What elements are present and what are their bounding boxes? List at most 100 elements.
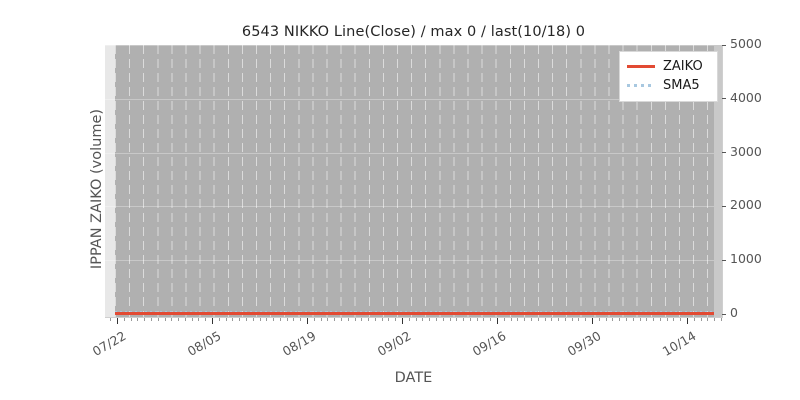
x-minor-tick: [693, 318, 695, 321]
x-minor-tick: [225, 318, 227, 321]
x-minor-tick: [157, 318, 159, 321]
x-minor-tick: [503, 318, 505, 321]
x-minor-tick: [517, 318, 519, 321]
x-minor-tick: [178, 318, 180, 321]
x-minor-tick: [395, 318, 397, 321]
x-minor-tick: [218, 318, 220, 321]
x-minor-tick: [714, 318, 716, 321]
x-minor-tick: [558, 318, 560, 321]
y-tick-mark: [722, 259, 726, 261]
plot-left-padding: [105, 45, 115, 317]
x-minor-tick: [408, 318, 410, 321]
gridline-4000: [105, 98, 722, 100]
y-tick-mark: [722, 44, 726, 46]
x-tick-label: 10/14: [659, 328, 699, 360]
x-minor-tick: [374, 318, 376, 321]
y-axis-label: IPPAN ZAIKO (volume): [89, 108, 105, 270]
x-minor-tick: [245, 318, 247, 321]
x-minor-tick: [490, 318, 492, 321]
gridline-2000: [105, 206, 722, 208]
x-minor-tick: [680, 318, 682, 321]
x-minor-tick: [483, 318, 485, 321]
x-minor-tick: [720, 318, 722, 321]
chart-legend: ZAIKO SMA5: [619, 51, 718, 102]
x-minor-tick: [313, 318, 315, 321]
x-minor-tick: [429, 318, 431, 321]
axis-spine-right: [722, 45, 723, 318]
axis-spine-bottom: [105, 317, 722, 318]
x-tick-label: 09/30: [564, 328, 604, 360]
x-tick-mark-0916: [497, 318, 499, 324]
x-minor-tick: [442, 318, 444, 321]
y-tick-mark: [722, 313, 726, 315]
x-minor-tick: [469, 318, 471, 321]
x-minor-tick: [456, 318, 458, 321]
x-minor-tick: [184, 318, 186, 321]
x-minor-tick: [666, 318, 668, 321]
x-minor-tick: [198, 318, 200, 321]
x-minor-tick: [625, 318, 627, 321]
x-minor-tick: [585, 318, 587, 321]
x-minor-tick: [205, 318, 207, 321]
x-tick-mark-0805: [212, 318, 214, 324]
x-minor-tick: [293, 318, 295, 321]
gridline-3000: [105, 152, 722, 154]
legend-line-icon-sma5: [627, 80, 655, 92]
x-minor-tick: [544, 318, 546, 321]
x-minor-tick: [449, 318, 451, 321]
legend-entry-sma5: SMA5: [627, 76, 710, 95]
x-minor-tick: [388, 318, 390, 321]
x-minor-tick: [123, 318, 125, 321]
x-tick-mark-0902: [402, 318, 404, 324]
x-minor-tick: [300, 318, 302, 321]
x-tick-label: 08/19: [279, 328, 319, 360]
x-tick-mark-0722: [117, 318, 119, 324]
x-tick-mark-1014: [687, 318, 689, 324]
chart-title: 6543 NIKKO Line(Close) / max 0 / last(10…: [241, 24, 586, 40]
x-minor-tick: [279, 318, 281, 321]
x-axis-label: DATE: [394, 370, 433, 386]
x-minor-tick: [598, 318, 600, 321]
y-tick-mark: [722, 152, 726, 154]
x-minor-tick: [239, 318, 241, 321]
x-tick-label: 09/16: [469, 328, 509, 360]
x-minor-tick: [191, 318, 193, 321]
gridline-5000: [105, 45, 722, 46]
x-minor-tick: [259, 318, 261, 321]
x-minor-tick: [164, 318, 166, 321]
x-tick-mark-0819: [307, 318, 309, 324]
x-minor-tick: [537, 318, 539, 321]
y-tick-label: 1000: [730, 251, 762, 267]
y-tick-label: 4000: [730, 89, 762, 105]
x-tick-label: 07/22: [89, 328, 129, 360]
x-minor-tick: [619, 318, 621, 321]
x-minor-tick: [463, 318, 465, 321]
y-tick-label: 2000: [730, 197, 762, 213]
x-minor-tick: [422, 318, 424, 321]
x-minor-tick: [286, 318, 288, 321]
x-minor-tick: [530, 318, 532, 321]
x-minor-tick: [707, 318, 709, 321]
y-tick-label: 3000: [730, 143, 762, 159]
x-minor-tick: [673, 318, 675, 321]
x-minor-tick: [130, 318, 132, 321]
x-minor-tick: [639, 318, 641, 321]
x-minor-tick: [144, 318, 146, 321]
x-minor-tick: [646, 318, 648, 321]
x-minor-tick: [612, 318, 614, 321]
x-minor-tick: [327, 318, 329, 321]
x-tick-mark-0930: [592, 318, 594, 324]
x-minor-tick: [137, 318, 139, 321]
x-minor-tick: [354, 318, 356, 321]
x-minor-tick: [571, 318, 573, 321]
x-minor-tick: [435, 318, 437, 321]
x-minor-tick: [110, 318, 112, 321]
plot-right-padding: [714, 45, 722, 317]
x-minor-tick: [381, 318, 383, 321]
x-minor-tick: [340, 318, 342, 321]
y-tick-mark: [722, 205, 726, 207]
x-minor-tick: [273, 318, 275, 321]
x-minor-tick: [653, 318, 655, 321]
x-minor-tick: [232, 318, 234, 321]
